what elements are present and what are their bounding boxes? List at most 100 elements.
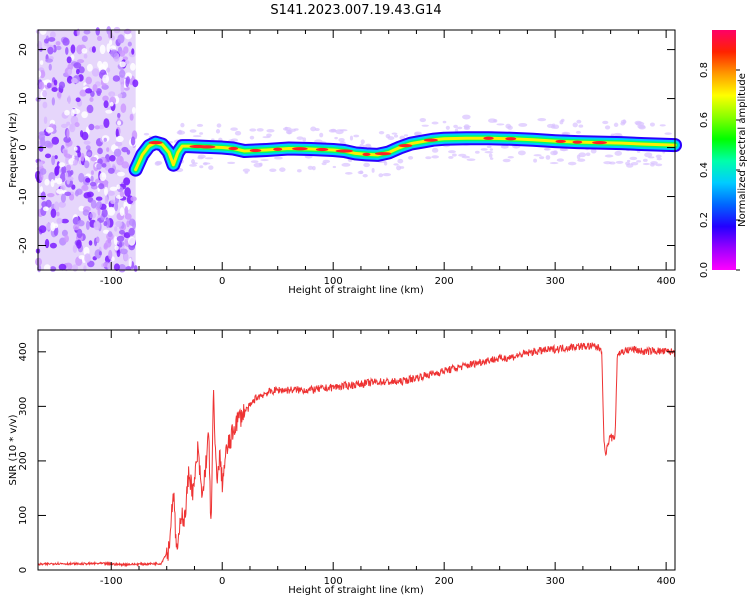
noise-speckle bbox=[126, 76, 130, 84]
noise-speckle bbox=[87, 152, 91, 156]
noise-speckle bbox=[120, 248, 128, 254]
noise-speckle bbox=[69, 123, 75, 132]
noise-speckle bbox=[80, 153, 84, 162]
ridge-scatter bbox=[249, 128, 256, 131]
ridge-scatter bbox=[552, 124, 555, 126]
ridge-scatter bbox=[638, 125, 646, 129]
noise-speckle bbox=[89, 213, 93, 218]
noise-speckle bbox=[90, 176, 93, 182]
ridge-scatter bbox=[586, 152, 591, 156]
ridge-scatter bbox=[366, 144, 371, 147]
ridge-scatter bbox=[422, 125, 429, 127]
ridge-scatter bbox=[462, 156, 470, 159]
noise-speckle bbox=[97, 36, 102, 41]
noise-speckle bbox=[44, 116, 48, 123]
noise-speckle bbox=[39, 225, 47, 233]
ridge-scatter bbox=[197, 156, 204, 159]
ridge-peak-mark bbox=[483, 137, 493, 140]
noise-speckle bbox=[46, 127, 54, 133]
y-tick-label: 0 bbox=[18, 567, 29, 573]
ridge-scatter bbox=[551, 125, 555, 129]
ridge-scatter bbox=[518, 150, 526, 155]
noise-speckle bbox=[116, 136, 124, 142]
noise-speckle bbox=[52, 97, 55, 105]
ridge-scatter bbox=[629, 157, 637, 160]
ridge-scatter bbox=[518, 123, 527, 127]
noise-speckle bbox=[108, 191, 115, 196]
noise-speckle bbox=[117, 172, 125, 177]
noise-speckle bbox=[50, 266, 57, 272]
ridge-scatter bbox=[644, 152, 652, 157]
noise-speckle bbox=[40, 168, 47, 175]
colorbar-label: Normalized spectral amplitude bbox=[737, 73, 748, 227]
ridge-scatter bbox=[605, 155, 614, 158]
noise-speckle bbox=[92, 84, 97, 92]
noise-speckle bbox=[54, 79, 58, 85]
noise-speckle bbox=[117, 113, 120, 118]
noise-speckle bbox=[89, 97, 93, 102]
figure-title: S141.2023.007.19.43.G14 bbox=[270, 3, 441, 18]
noise-speckle bbox=[95, 125, 100, 129]
noise-speckle bbox=[73, 224, 79, 230]
ridge-scatter bbox=[350, 136, 353, 141]
noise-speckle bbox=[73, 62, 81, 68]
noise-speckle bbox=[97, 148, 103, 155]
noise-speckle bbox=[105, 110, 112, 114]
x-tick-label: 200 bbox=[435, 276, 454, 287]
ridge-scatter bbox=[266, 129, 274, 133]
noise-speckle bbox=[66, 165, 71, 171]
ridge-scatter bbox=[345, 172, 353, 175]
noise-speckle bbox=[72, 109, 80, 114]
noise-speckle bbox=[106, 147, 109, 152]
noise-speckle bbox=[67, 178, 70, 185]
noise-speckle bbox=[107, 263, 111, 270]
noise-speckle bbox=[88, 124, 94, 130]
noise-speckle bbox=[117, 236, 125, 242]
noise-speckle bbox=[51, 179, 55, 187]
noise-speckle bbox=[50, 243, 57, 249]
noise-speckle bbox=[67, 69, 72, 75]
ridge-scatter bbox=[408, 156, 413, 160]
ridge-scatter bbox=[664, 132, 671, 134]
x-tick-label: -100 bbox=[100, 276, 123, 287]
x-tick-label: 0 bbox=[219, 276, 225, 287]
noise-speckle bbox=[43, 102, 48, 109]
noise-speckle bbox=[108, 250, 112, 260]
noise-speckle bbox=[44, 179, 49, 186]
noise-speckle bbox=[115, 221, 122, 227]
ridge-scatter bbox=[614, 123, 619, 127]
x-tick-label: -100 bbox=[100, 576, 123, 587]
noise-speckle bbox=[115, 142, 122, 147]
noise-speckle bbox=[91, 157, 98, 162]
ridge-scatter bbox=[372, 168, 375, 173]
noise-speckle bbox=[56, 189, 64, 194]
noise-speckle bbox=[102, 209, 108, 218]
noise-speckle bbox=[107, 207, 115, 216]
ridge-scatter bbox=[302, 137, 306, 141]
ridge-scatter bbox=[559, 120, 563, 124]
noise-speckle bbox=[87, 64, 93, 72]
x-tick-label: 0 bbox=[219, 576, 225, 587]
noise-speckle bbox=[110, 187, 118, 191]
ridge-scatter bbox=[193, 135, 202, 137]
ridge-scatter bbox=[285, 127, 288, 131]
noise-speckle bbox=[96, 197, 103, 201]
ridge-scatter bbox=[484, 151, 493, 153]
ridge-scatter bbox=[650, 122, 655, 126]
ridge-scatter bbox=[602, 121, 608, 124]
noise-speckle bbox=[102, 74, 109, 83]
ridge-scatter bbox=[199, 165, 203, 168]
noise-speckle bbox=[100, 45, 106, 55]
ridge-peak-mark bbox=[572, 141, 582, 144]
snr-x-axis-label: Height of straight line (km) bbox=[288, 585, 424, 596]
noise-speckle bbox=[84, 253, 91, 263]
ridge-scatter bbox=[503, 159, 511, 162]
ridge-scatter bbox=[251, 160, 259, 163]
noise-speckle bbox=[42, 90, 47, 97]
noise-speckle bbox=[70, 170, 73, 175]
ridge-scatter bbox=[481, 148, 488, 151]
noise-speckle bbox=[108, 91, 115, 97]
ridge-scatter bbox=[250, 136, 254, 140]
y-tick-label: -20 bbox=[18, 237, 29, 253]
noise-speckle bbox=[92, 46, 96, 53]
